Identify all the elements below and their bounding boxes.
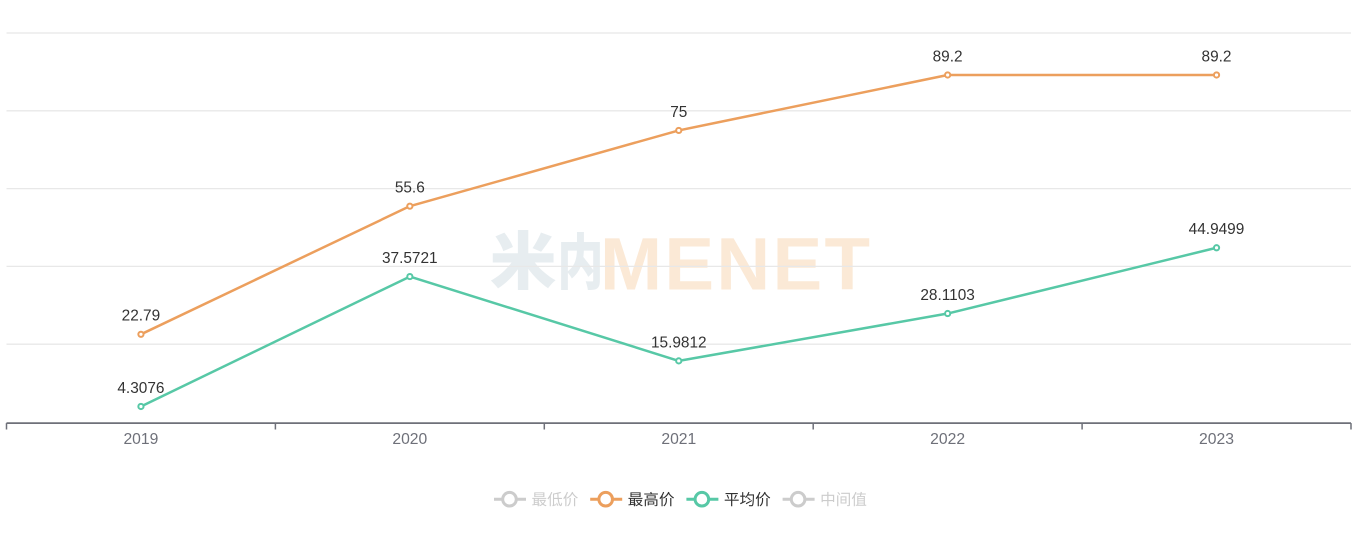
svg-text:4.3076: 4.3076 [117, 380, 164, 397]
svg-text:2021: 2021 [661, 431, 696, 448]
svg-text:MENET: MENET [600, 223, 872, 306]
svg-text:89.2: 89.2 [1202, 48, 1232, 65]
svg-text:55.6: 55.6 [395, 180, 425, 197]
svg-text:2023: 2023 [1199, 431, 1234, 448]
svg-text:22.79: 22.79 [122, 308, 161, 325]
svg-text:44.9499: 44.9499 [1189, 221, 1245, 238]
svg-text:75: 75 [670, 104, 687, 121]
svg-text:28.1103: 28.1103 [920, 287, 975, 304]
svg-text:89.2: 89.2 [933, 48, 963, 65]
svg-text:2019: 2019 [123, 431, 158, 448]
svg-text:37.5721: 37.5721 [382, 250, 438, 267]
svg-text:2022: 2022 [930, 431, 965, 448]
svg-text:15.9812: 15.9812 [651, 334, 707, 351]
svg-text:2020: 2020 [392, 431, 427, 448]
